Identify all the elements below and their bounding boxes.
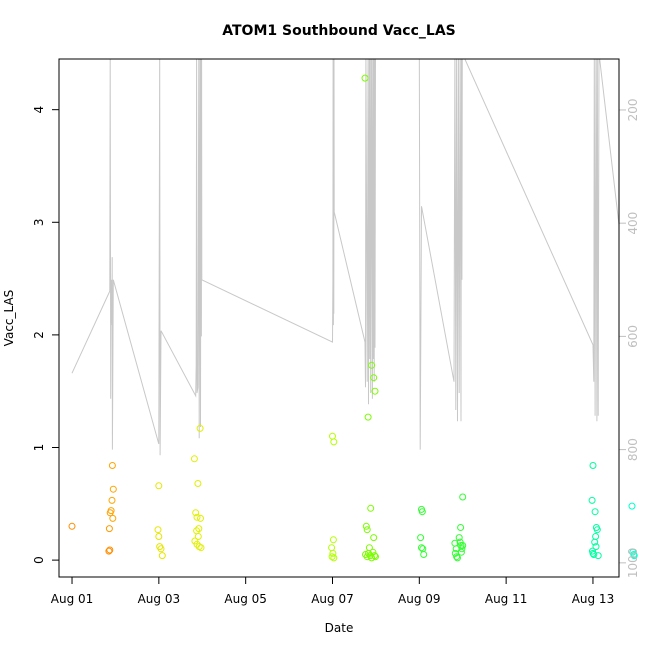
data-point <box>329 536 337 544</box>
data-point <box>157 545 165 553</box>
data-point <box>361 74 369 82</box>
data-point <box>195 543 203 551</box>
x-tick-label: Aug 05 <box>224 592 267 606</box>
data-point <box>362 522 370 530</box>
x-tick-label: Aug 07 <box>311 592 354 606</box>
data-point <box>420 551 428 558</box>
chart-title: ATOM1 Southbound Vacc_LAS <box>222 23 456 39</box>
secondary-series-line <box>71 59 619 456</box>
data-point <box>371 552 379 560</box>
data-point <box>330 554 338 562</box>
data-point <box>109 514 117 522</box>
data-point <box>630 552 638 560</box>
data-point <box>158 552 166 560</box>
data-point <box>418 544 425 552</box>
y2-tick-label: 1000 <box>626 548 640 579</box>
data-point <box>454 554 461 562</box>
data-point <box>591 508 599 516</box>
x-tick-label: Aug 13 <box>572 592 615 606</box>
y-tick-label: 3 <box>32 218 46 226</box>
data-point <box>589 462 597 469</box>
data-point <box>594 552 602 560</box>
data-point <box>192 509 200 517</box>
data-point <box>593 526 601 534</box>
data-point <box>459 542 467 549</box>
data-point <box>459 493 467 501</box>
data-point <box>418 508 426 516</box>
data-point <box>455 534 463 542</box>
data-point <box>107 507 115 515</box>
x-tick-label: Aug 03 <box>138 592 181 606</box>
data-point <box>370 374 378 382</box>
data-point <box>105 525 113 533</box>
data-point <box>362 551 369 558</box>
data-point <box>592 533 600 540</box>
data-point <box>108 462 116 469</box>
data-point <box>371 387 379 395</box>
y2-tick-label: 800 <box>626 438 640 461</box>
data-point <box>588 496 596 504</box>
data-point <box>628 502 636 510</box>
data-point <box>196 424 204 432</box>
data-points-layer <box>68 74 638 562</box>
data-point <box>370 534 378 542</box>
data-point <box>417 534 425 542</box>
y-axis-label: Vacc_LAS <box>2 290 16 347</box>
y-tick-label: 1 <box>32 444 46 452</box>
data-point <box>329 549 337 557</box>
data-point <box>592 543 600 551</box>
data-point <box>364 413 372 421</box>
data-point <box>154 526 162 534</box>
axes-layer: Aug 01 Aug 03 Aug 05 Aug 07 Aug 09 Aug 11 Aug … <box>32 98 640 606</box>
data-point <box>108 496 116 504</box>
data-point <box>372 553 379 561</box>
data-point <box>194 480 202 487</box>
data-point <box>453 553 461 561</box>
x-tick-label: Aug 09 <box>398 592 441 606</box>
data-point <box>330 438 338 446</box>
data-point <box>193 540 201 548</box>
data-point <box>155 482 163 490</box>
y-tick-label: 4 <box>32 106 46 114</box>
x-tick-label: Aug 11 <box>485 592 528 606</box>
data-point <box>195 525 203 533</box>
data-point <box>193 513 201 521</box>
y2-tick-label: 600 <box>626 325 640 348</box>
data-point <box>329 432 336 440</box>
y-tick-label: 0 <box>32 556 46 564</box>
data-point <box>457 548 465 556</box>
secondary-series-layer <box>71 59 619 456</box>
data-point <box>589 547 596 555</box>
plot-frame <box>58 58 620 578</box>
data-point <box>363 526 371 534</box>
data-point <box>328 553 336 561</box>
y2-tick-label: 400 <box>626 212 640 235</box>
y2-tick-label: 200 <box>626 98 640 121</box>
data-point <box>363 553 371 561</box>
x-axis-label: Date <box>325 621 354 635</box>
data-point <box>109 485 117 493</box>
data-point <box>68 522 76 530</box>
data-point <box>194 533 202 540</box>
data-point <box>106 546 114 554</box>
data-point <box>458 545 466 553</box>
y-tick-label: 2 <box>32 331 46 339</box>
x-tick-label: Aug 01 <box>51 592 94 606</box>
data-point <box>197 514 204 522</box>
data-point <box>155 533 163 540</box>
data-point <box>457 524 465 531</box>
data-point <box>328 544 336 552</box>
data-point <box>367 504 375 512</box>
data-point <box>197 544 205 552</box>
data-point <box>190 455 198 463</box>
data-point <box>591 538 599 546</box>
data-point <box>590 551 598 558</box>
data-point <box>368 361 376 369</box>
data-point <box>105 547 113 555</box>
